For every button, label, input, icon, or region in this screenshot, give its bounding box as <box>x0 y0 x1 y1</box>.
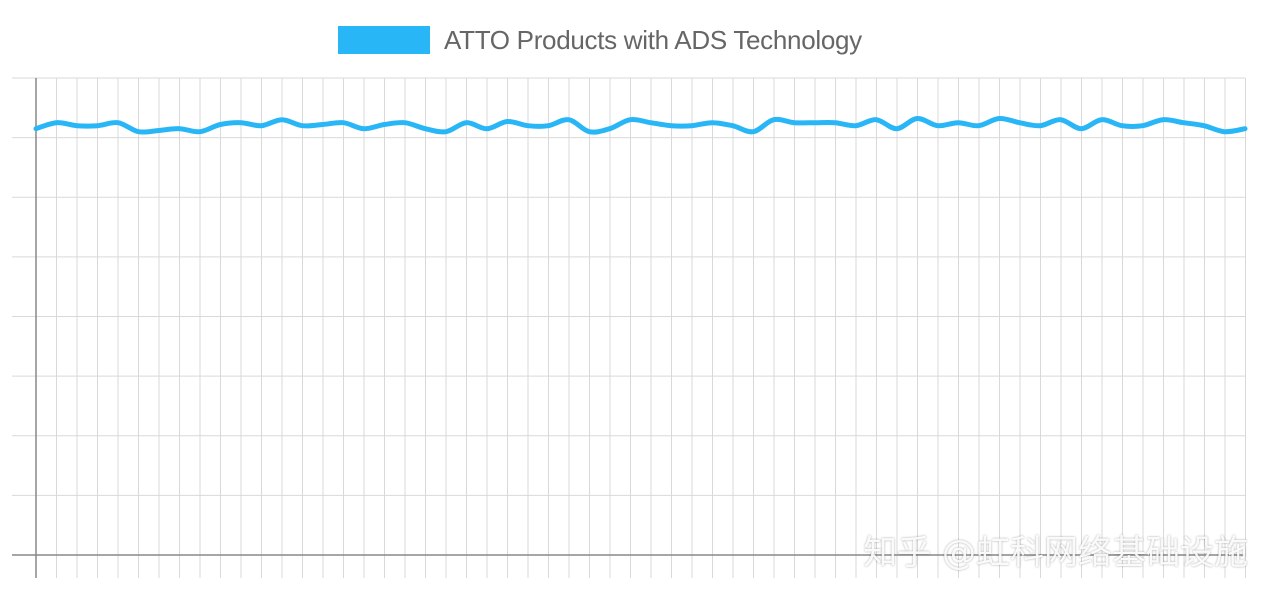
axes <box>12 78 1245 578</box>
legend-swatch <box>338 26 430 54</box>
legend[interactable]: ATTO Products with ADS Technology <box>338 22 862 58</box>
series-layer <box>33 115 1248 135</box>
horizontal-gridlines <box>12 77 1245 556</box>
vertical-gridlines <box>56 78 1246 578</box>
watermark: 知乎 @虹科网络基础设施 <box>863 533 1248 573</box>
series-line-0 <box>33 115 1248 135</box>
legend-label: ATTO Products with ADS Technology <box>444 24 862 55</box>
